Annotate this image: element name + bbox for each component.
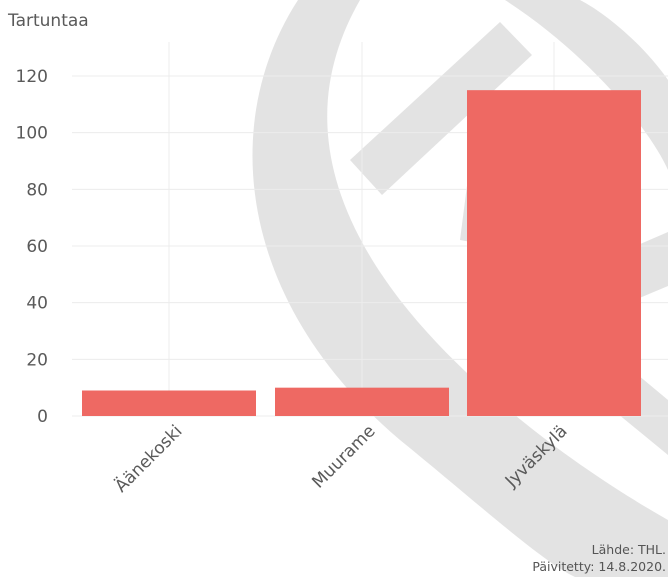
y-tick-label: 60	[26, 237, 48, 257]
y-tick-label: 20	[26, 350, 48, 370]
y-tick-label: 80	[26, 180, 48, 200]
bar	[275, 387, 449, 416]
y-tick-label: 40	[26, 294, 48, 314]
bar	[467, 90, 641, 417]
y-axis-ticks: 0 20 40 60 80 100 120	[16, 67, 48, 427]
bar	[82, 390, 256, 416]
y-tick-label: 120	[16, 67, 48, 87]
y-axis-label: Tartuntaa	[7, 11, 89, 31]
y-tick-label: 100	[16, 124, 48, 144]
updated-caption: Päivitetty: 14.8.2020.	[532, 559, 666, 574]
source-caption: Lähde: THL.	[591, 542, 666, 557]
x-tick-label: Muurame	[308, 421, 379, 492]
bars	[82, 90, 641, 417]
x-tick-label: Äänekoski	[111, 421, 187, 497]
y-tick-label: 0	[37, 407, 48, 427]
